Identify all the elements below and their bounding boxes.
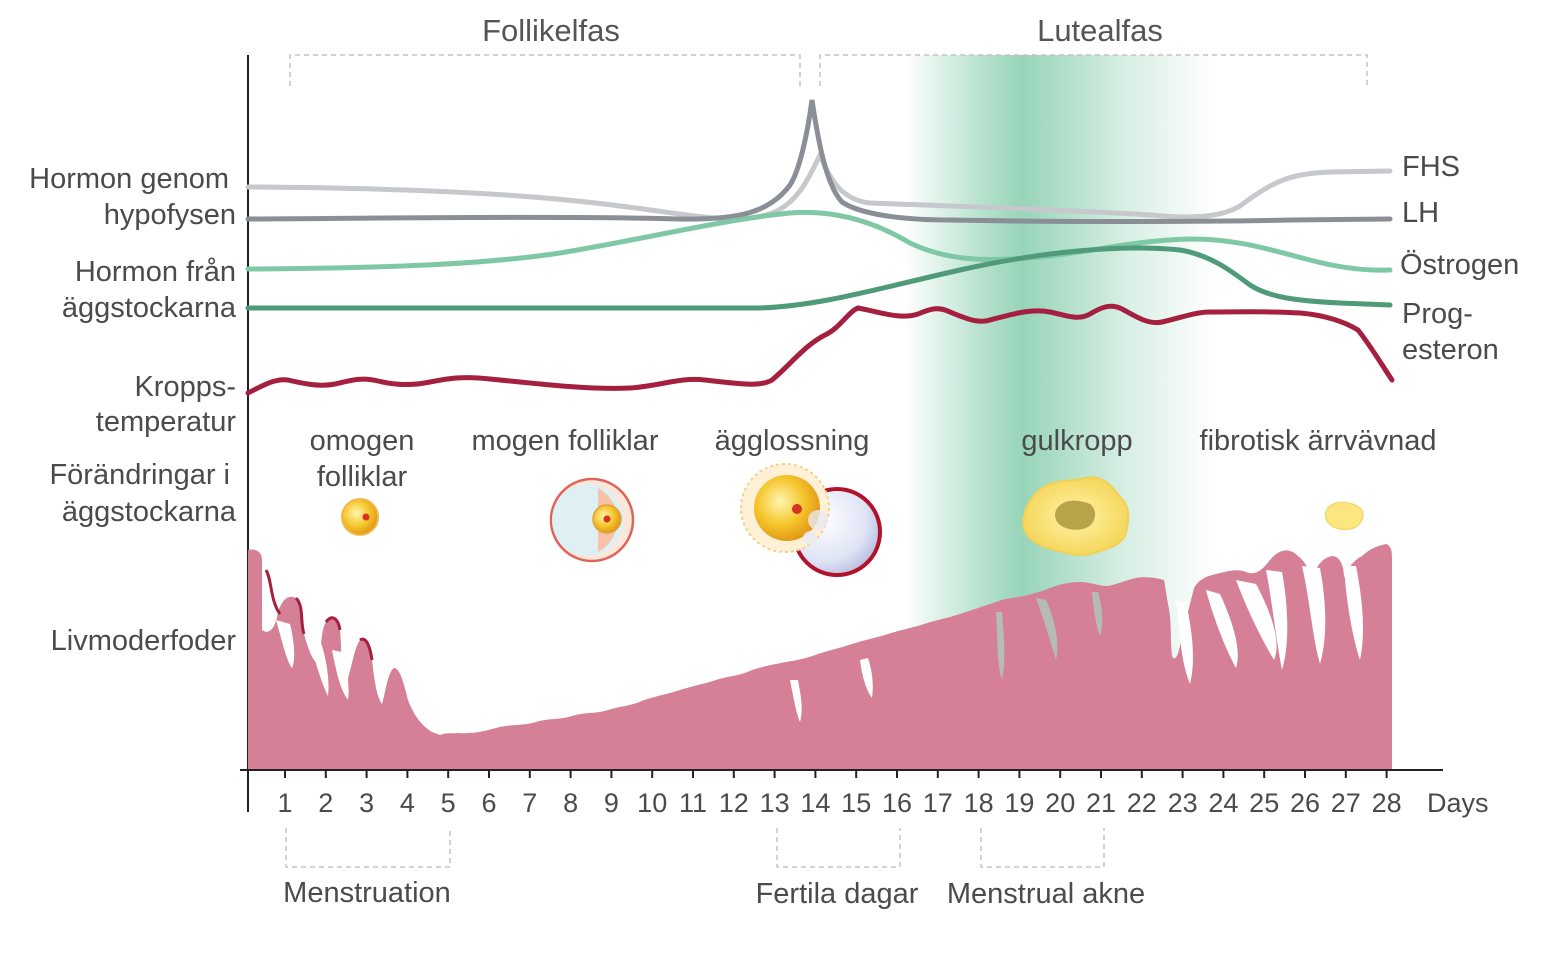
stage-immature-line2: folliklar bbox=[317, 461, 408, 493]
day-tick-label: 10 bbox=[637, 788, 667, 818]
temperature-label-line1: Kropps- bbox=[134, 371, 236, 403]
progesterone-curve bbox=[245, 245, 1393, 311]
endometrium-glands-green bbox=[996, 592, 1103, 680]
menstrual-acne-label: Menstrual akne bbox=[947, 878, 1145, 910]
corpus-luteum-illustration bbox=[1022, 476, 1130, 556]
day-tick-label: 22 bbox=[1127, 788, 1157, 818]
pituitary-label-line1: Hormon genom bbox=[29, 163, 229, 195]
stage-corpus-luteum-label: gulkropp bbox=[1021, 425, 1132, 457]
menstruation-bracket bbox=[285, 828, 451, 868]
stage-fibrotic-label: fibrotisk ärrvävnad bbox=[1200, 425, 1437, 457]
day-tick-label: 20 bbox=[1045, 788, 1075, 818]
day-tick-label: 15 bbox=[841, 788, 871, 818]
ovarian-label-line1: Hormon från bbox=[75, 256, 236, 288]
day-tick-label: 9 bbox=[604, 788, 619, 818]
day-tick-label: 27 bbox=[1331, 788, 1361, 818]
day-tick-label: 26 bbox=[1290, 788, 1320, 818]
pituitary-label-line2: hypofysen bbox=[104, 199, 236, 231]
day-tick-label: 6 bbox=[481, 788, 496, 818]
temperature-label-line2: temperatur bbox=[96, 406, 237, 438]
menstrual-shedding-glands bbox=[264, 569, 374, 661]
day-tick-label: 3 bbox=[359, 788, 374, 818]
day-tick-label: 25 bbox=[1249, 788, 1279, 818]
day-tick-label: 11 bbox=[679, 788, 707, 818]
lh-curve bbox=[245, 99, 1393, 224]
estrogen-curve bbox=[245, 209, 1393, 273]
stage-mature-label: mogen folliklar bbox=[472, 425, 659, 457]
day-tick-label: 18 bbox=[964, 788, 994, 818]
day-tick-label: 5 bbox=[441, 788, 456, 818]
day-tick-label: 13 bbox=[760, 788, 790, 818]
day-tick-label: 28 bbox=[1372, 788, 1402, 818]
day-tick-label: 19 bbox=[1004, 788, 1034, 818]
follicular-phase-label: Follikelfas bbox=[482, 13, 620, 48]
immature-follicle-illustration bbox=[341, 498, 379, 536]
acne-bracket bbox=[980, 828, 1105, 868]
fertile-days-bracket bbox=[776, 828, 901, 868]
day-tick-label: 23 bbox=[1168, 788, 1198, 818]
day-tick-label: 12 bbox=[719, 788, 749, 818]
day-tick-label: 1 bbox=[277, 788, 292, 818]
day-tick-label: 2 bbox=[318, 788, 333, 818]
fertile-days-label: Fertila dagar bbox=[756, 878, 919, 910]
day-tick-label: 16 bbox=[882, 788, 912, 818]
days-unit-label: Days bbox=[1427, 788, 1489, 818]
fhs-curve bbox=[245, 148, 1393, 222]
day-tick-label: 21 bbox=[1086, 788, 1116, 818]
stage-immature-line1: omogen bbox=[310, 425, 415, 457]
progesterone-label-line2: esteron bbox=[1402, 334, 1499, 366]
day-tick-label: 17 bbox=[923, 788, 953, 818]
ovarian-label-line2: äggstockarna bbox=[62, 292, 237, 324]
stage-ovulation-label: ägglossning bbox=[715, 425, 870, 457]
mature-follicle-illustration bbox=[549, 477, 635, 563]
ovary-changes-label-line1: Förändringar i bbox=[49, 459, 230, 491]
luteal-phase-label: Lutealfas bbox=[1037, 13, 1163, 48]
endometrium-label: Livmoderfoder bbox=[51, 625, 237, 657]
ovary-changes-label-line2: äggstockarna bbox=[62, 496, 237, 528]
progesterone-label-line1: Prog- bbox=[1402, 298, 1473, 330]
endometrium-lining bbox=[248, 544, 1392, 770]
ovulation-illustration bbox=[740, 463, 882, 577]
day-tick-label: 8 bbox=[563, 788, 578, 818]
day-tick-label: 14 bbox=[800, 788, 830, 818]
menstruation-label: Menstruation bbox=[283, 877, 451, 909]
day-tick-label: 4 bbox=[400, 788, 415, 818]
follicular-phase-bracket bbox=[289, 54, 801, 86]
day-tick-label: 24 bbox=[1208, 788, 1238, 818]
estrogen-label: Östrogen bbox=[1400, 249, 1519, 281]
endometrium-glands bbox=[276, 566, 1363, 722]
fibrotic-tissue-illustration bbox=[1324, 501, 1364, 531]
lh-label: LH bbox=[1402, 197, 1439, 229]
day-tick-label: 7 bbox=[522, 788, 537, 818]
temperature-curve bbox=[245, 303, 1395, 396]
fhs-label: FHS bbox=[1402, 151, 1460, 183]
day-tick-labels: 1 2 3 4 5 6 7 8 9 10 11 12 13 14 15 16 17 18 19 20 21 22 23 24 2… bbox=[277, 770, 1402, 818]
